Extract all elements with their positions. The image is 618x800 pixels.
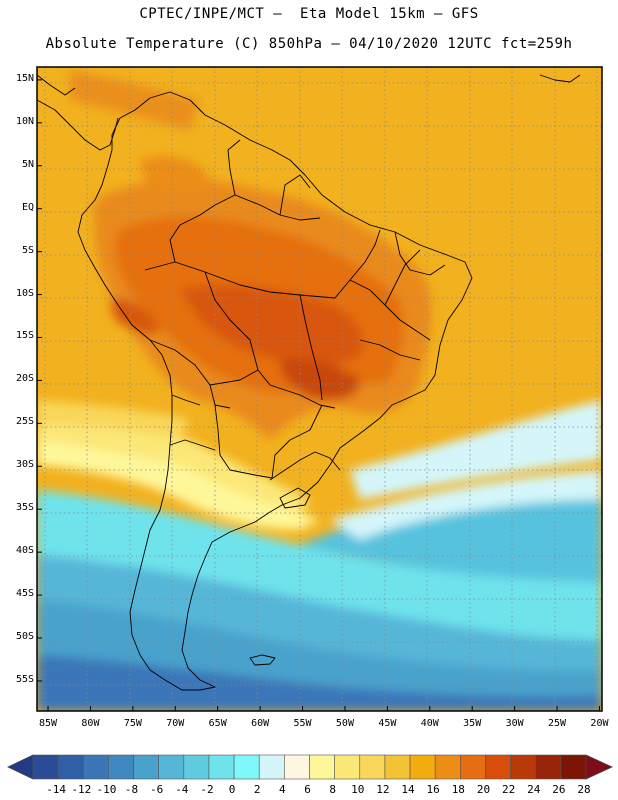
colorbar-swatch — [183, 754, 210, 780]
colorbar-label: 14 — [401, 783, 415, 796]
colorbar-label: -12 — [71, 783, 92, 796]
lat-label: 45S — [15, 588, 34, 600]
colorbar-swatch — [208, 754, 235, 780]
lon-label: 45W — [378, 718, 397, 729]
colorbar-swatch — [460, 754, 486, 780]
colorbar-label: 18 — [451, 783, 465, 796]
dotted-gridlines — [37, 67, 602, 711]
temperature-colorbar — [7, 754, 613, 780]
lon-label: 60W — [251, 718, 270, 729]
map-title-line-1: CPTEC/INPE/MCT – Eta Model 15km – GFS — [139, 6, 479, 22]
colorbar-swatch — [384, 754, 411, 780]
colorbar-swatch — [258, 754, 285, 780]
colorbar-swatch — [359, 754, 386, 780]
colorbar-label: 2 — [253, 783, 261, 796]
colorbar-label: 28 — [577, 783, 591, 796]
lat-label: 40S — [15, 545, 34, 557]
lon-label: 70W — [166, 718, 185, 729]
colorbar-swatch — [510, 754, 537, 780]
lat-label: 20S — [15, 373, 34, 385]
lat-label: 50S — [15, 631, 34, 642]
colorbar-label: -4 — [175, 783, 189, 796]
colorbar-swatch — [233, 754, 260, 780]
colorbar-swatch — [434, 754, 461, 780]
lat-label: 10S — [15, 287, 34, 299]
temperature-field — [37, 67, 602, 711]
lon-label: 85W — [38, 718, 58, 729]
colorbar-swatch — [334, 754, 361, 780]
colorbar-swatch — [309, 754, 335, 780]
coastlines-and-borders — [37, 74, 581, 691]
colorbar-swatch — [158, 754, 185, 780]
colorbar-label: 0 — [228, 783, 236, 796]
lat-label: 10N — [15, 115, 34, 127]
colorbar-under-triangle — [7, 754, 34, 780]
lon-label: 55W — [293, 718, 312, 729]
lat-label: 35S — [15, 502, 34, 514]
colorbar-label: -6 — [150, 783, 164, 796]
lon-label: 25W — [548, 718, 567, 729]
colorbar-label: 20 — [476, 783, 491, 796]
lon-label: 75W — [123, 718, 142, 729]
colorbar-swatch — [82, 754, 109, 780]
colorbar-label: 22 — [501, 783, 516, 796]
colorbar-swatch — [409, 754, 436, 780]
colorbar-label: -8 — [124, 783, 139, 796]
lat-label: 25S — [15, 416, 34, 428]
lat-label: 30S — [15, 459, 34, 471]
lon-label: 30W — [505, 718, 524, 729]
colorbar-label: 8 — [329, 783, 336, 796]
lon-label: 65W — [208, 718, 227, 729]
lon-label: 35W — [463, 718, 482, 729]
colorbar-swatch — [133, 754, 159, 780]
colorbar-label: 6 — [304, 783, 311, 796]
lon-label: 80W — [81, 718, 100, 729]
lat-label: EQ — [21, 201, 34, 213]
lon-label: 50W — [335, 718, 354, 729]
colorbar-label: -10 — [96, 783, 117, 796]
colorbar-label: 10 — [351, 783, 365, 796]
colorbar-swatch — [485, 754, 511, 780]
lat-label: 5S — [21, 244, 34, 256]
lon-label: 40W — [420, 718, 439, 729]
colorbar-label: 26 — [552, 783, 566, 796]
colorbar-over-triangle — [585, 754, 613, 780]
colorbar-swatch — [560, 754, 587, 780]
lat-label: 15N — [15, 72, 34, 84]
lat-label: 55S — [15, 673, 34, 685]
colorbar-label: -14 — [46, 783, 67, 796]
colorbar-label: 12 — [376, 783, 390, 796]
colorbar-swatch — [284, 754, 310, 780]
colorbar-swatch — [535, 754, 562, 780]
lat-label: 5N — [21, 158, 34, 170]
colorbar-label: -2 — [200, 783, 214, 796]
colorbar-label: 16 — [426, 783, 440, 796]
colorbar-label: 4 — [279, 783, 286, 796]
colorbar-swatch — [57, 754, 84, 780]
colorbar-label: 24 — [527, 783, 541, 796]
map-frame — [36, 66, 603, 712]
colorbar-swatch — [32, 754, 59, 780]
colorbar-swatch — [108, 754, 134, 780]
lon-label: 20W — [590, 718, 609, 729]
lat-label: 15S — [15, 330, 34, 342]
map-title-line-2: Absolute Temperature (C) 850hPa – 04/10/… — [45, 36, 573, 52]
